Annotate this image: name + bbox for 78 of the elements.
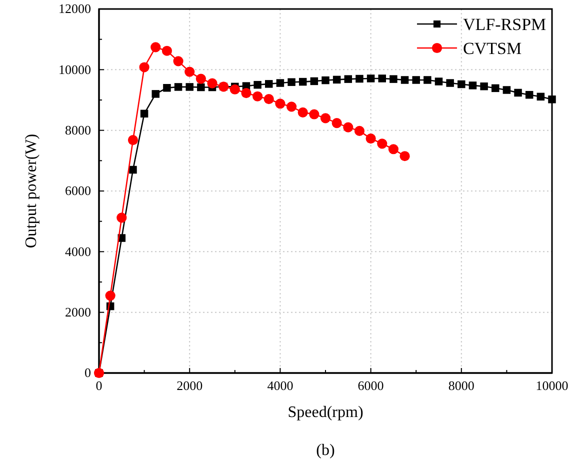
point bbox=[332, 76, 341, 84]
point bbox=[310, 77, 318, 86]
y-tick-label: 2000 bbox=[65, 304, 91, 320]
point bbox=[139, 62, 150, 72]
point bbox=[264, 94, 274, 104]
point bbox=[196, 74, 206, 84]
point bbox=[152, 90, 160, 98]
point bbox=[184, 66, 195, 77]
point bbox=[173, 56, 184, 66]
x-tick-label: 6000 bbox=[358, 378, 384, 394]
point bbox=[344, 75, 352, 83]
point bbox=[163, 84, 171, 92]
point bbox=[286, 102, 297, 112]
point bbox=[434, 78, 443, 86]
point bbox=[356, 74, 364, 83]
point bbox=[388, 144, 398, 154]
point bbox=[400, 151, 410, 162]
point bbox=[207, 78, 218, 88]
point bbox=[116, 212, 127, 223]
point bbox=[468, 82, 477, 90]
point bbox=[320, 113, 331, 124]
point bbox=[548, 96, 556, 104]
point bbox=[162, 46, 172, 56]
x-tick-label: 2000 bbox=[176, 378, 203, 394]
point bbox=[105, 290, 116, 301]
x-tick-label: 10000 bbox=[536, 378, 568, 394]
point bbox=[525, 90, 534, 99]
x-tick-label: 8000 bbox=[448, 378, 474, 394]
point bbox=[446, 79, 454, 87]
point bbox=[377, 138, 388, 149]
point bbox=[230, 84, 240, 94]
point bbox=[265, 80, 273, 88]
point bbox=[322, 76, 330, 84]
legend-label: CVTSM bbox=[463, 39, 522, 58]
y-tick-label: 4000 bbox=[65, 244, 91, 259]
point bbox=[140, 110, 148, 118]
point bbox=[150, 42, 161, 52]
y-tick-label: 0 bbox=[84, 365, 91, 380]
point bbox=[186, 83, 194, 91]
point bbox=[288, 78, 296, 86]
point bbox=[174, 83, 182, 91]
point bbox=[536, 92, 545, 101]
y-tick-label: 10000 bbox=[58, 62, 91, 77]
y-axis-title: Output power(W) bbox=[23, 134, 40, 248]
point bbox=[129, 166, 137, 174]
point bbox=[378, 74, 386, 82]
point bbox=[309, 109, 320, 120]
point bbox=[492, 84, 500, 92]
point bbox=[424, 76, 432, 84]
point bbox=[252, 91, 263, 102]
x-axis-title: Speed(rpm) bbox=[288, 404, 364, 421]
point bbox=[400, 76, 409, 84]
point bbox=[332, 118, 342, 128]
point bbox=[412, 76, 420, 84]
point bbox=[458, 80, 466, 88]
point bbox=[276, 79, 284, 87]
point bbox=[514, 88, 522, 97]
y-tick-label: 6000 bbox=[65, 183, 91, 198]
y-tick-label: 8000 bbox=[65, 122, 91, 138]
legend-label: VLF-RSPM bbox=[463, 15, 546, 34]
point bbox=[343, 122, 354, 132]
point bbox=[298, 107, 308, 118]
point bbox=[502, 86, 511, 94]
point bbox=[366, 74, 375, 82]
point bbox=[366, 133, 376, 144]
x-tick-label: 4000 bbox=[267, 378, 294, 394]
point bbox=[254, 80, 262, 89]
y-tick-label: 12000 bbox=[58, 1, 91, 16]
point bbox=[354, 126, 365, 136]
text: (b) bbox=[316, 442, 335, 459]
point bbox=[197, 83, 205, 92]
point bbox=[128, 135, 138, 146]
point bbox=[480, 82, 488, 90]
point bbox=[275, 98, 286, 109]
point bbox=[241, 88, 252, 98]
point bbox=[298, 78, 307, 86]
point bbox=[390, 75, 398, 83]
x-tick-label: 0 bbox=[96, 378, 102, 394]
